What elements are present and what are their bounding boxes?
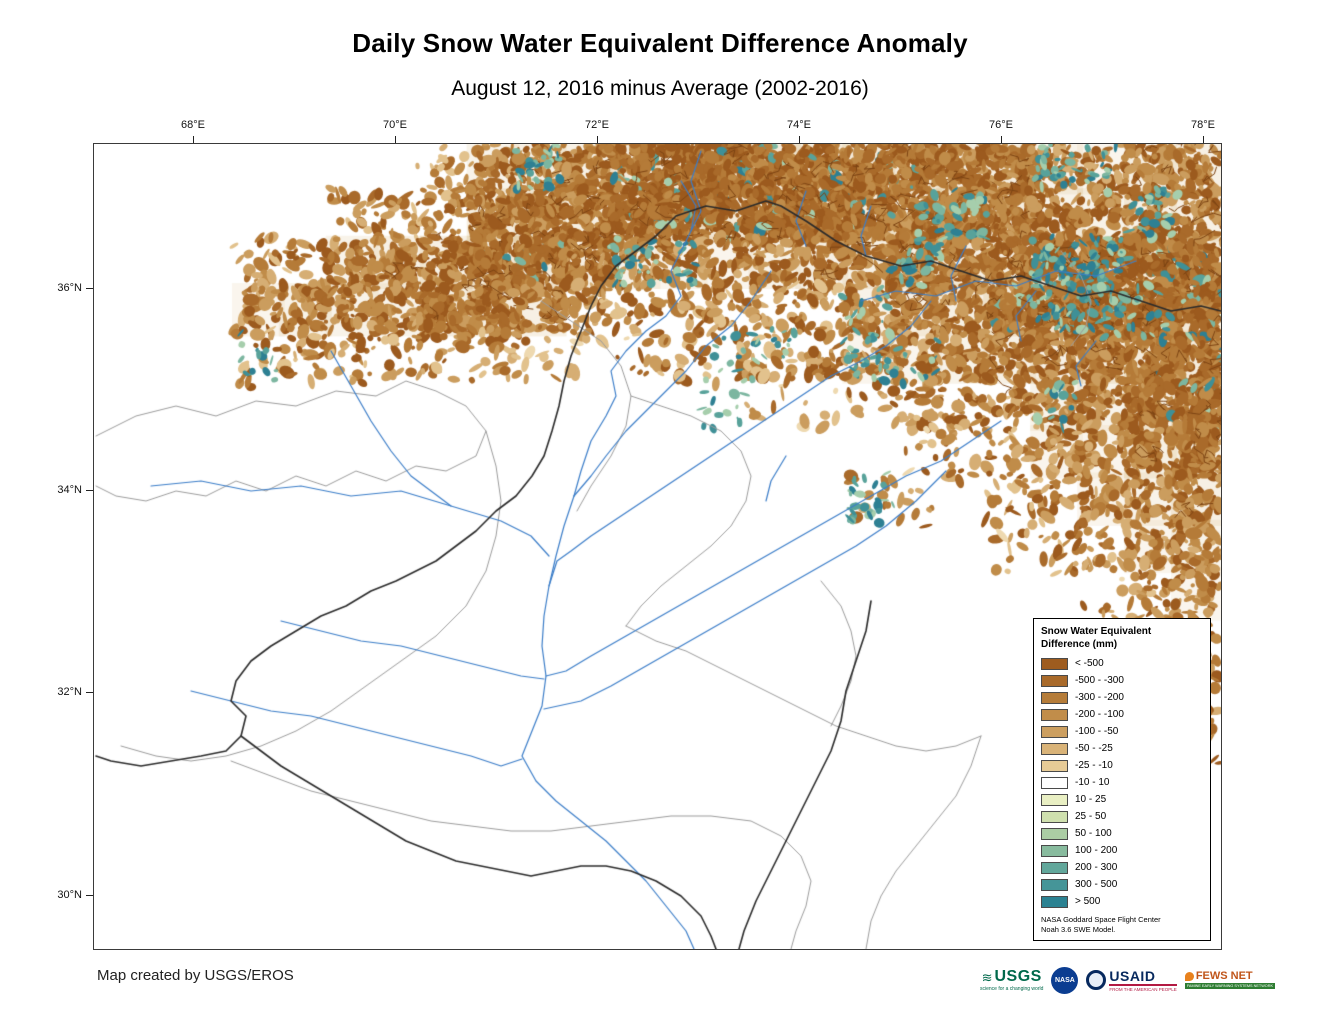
usgs-logo-main: ≋ USGS (982, 968, 1042, 986)
legend-label: 100 - 200 (1075, 845, 1118, 856)
usaid-logo-text: USAID (1109, 967, 1156, 984)
fewsnet-logo: FEWS NET FAMINE EARLY WARNING SYSTEMS NE… (1184, 970, 1276, 989)
page-title: Daily Snow Water Equivalent Difference A… (352, 28, 968, 58)
tick-mark (86, 288, 93, 289)
legend-swatch (1041, 810, 1068, 823)
y-tick-label: 32°N (57, 686, 82, 698)
nasa-logo: NASA (1051, 966, 1079, 994)
y-tick-label: 34°N (57, 484, 82, 496)
legend-entry: > 500 (1041, 893, 1203, 910)
tick-mark (799, 136, 800, 143)
legend-label: -25 - -10 (1075, 760, 1113, 771)
legend-entry: 25 - 50 (1041, 808, 1203, 825)
tick-mark (86, 692, 93, 693)
legend-swatch (1041, 793, 1068, 806)
tick-mark (86, 490, 93, 491)
fewsnet-logo-text: FEWS NET (1195, 970, 1253, 982)
legend-swatch (1041, 776, 1068, 789)
legend-label: -50 - -25 (1075, 743, 1113, 754)
legend-swatch (1041, 657, 1068, 670)
legend-note-line1: NASA Goddard Space Flight Center (1041, 915, 1161, 924)
usaid-emblem-icon (1086, 970, 1107, 990)
usgs-wave-icon: ≋ (981, 969, 993, 985)
legend-label: 300 - 500 (1075, 879, 1118, 890)
legend-label: 10 - 25 (1075, 794, 1107, 805)
legend-label: 50 - 100 (1075, 828, 1112, 839)
x-tick-label: 74°E (787, 119, 811, 131)
legend-label: > 500 (1075, 896, 1101, 907)
tick-mark (395, 136, 396, 143)
legend-label: -500 - -300 (1075, 675, 1124, 686)
fewsnet-tagline: FAMINE EARLY WARNING SYSTEMS NETWORK (1184, 983, 1276, 989)
legend-entry: -50 - -25 (1041, 740, 1203, 757)
legend-entry: -200 - -100 (1041, 706, 1203, 723)
x-tick-label: 78°E (1191, 119, 1215, 131)
legend-swatch (1041, 895, 1068, 908)
legend-entry: 100 - 200 (1041, 842, 1203, 859)
legend-label: 200 - 300 (1075, 862, 1118, 873)
usaid-logo-text-block: USAID FROM THE AMERICAN PEOPLE (1109, 967, 1177, 992)
legend-label: -100 - -50 (1075, 726, 1119, 737)
fewsnet-logo-main: FEWS NET (1184, 970, 1275, 982)
usgs-logo-text: USGS (994, 968, 1042, 985)
y-tick-label: 36°N (57, 282, 82, 294)
x-tick-label: 70°E (383, 119, 407, 131)
tick-mark (86, 895, 93, 896)
legend-swatch (1041, 725, 1068, 738)
legend-note: NASA Goddard Space Flight Center Noah 3.… (1041, 915, 1203, 935)
page-subtitle: August 12, 2016 minus Average (2002-2016… (451, 77, 869, 100)
legend-label: -200 - -100 (1075, 709, 1124, 720)
legend-entry: -100 - -50 (1041, 723, 1203, 740)
longitude-axis: 68°E 70°E 72°E 74°E 76°E 78°E (93, 119, 1222, 143)
legend-entry: 300 - 500 (1041, 876, 1203, 893)
legend-swatch (1041, 759, 1068, 772)
legend-note-line2: Noah 3.6 SWE Model. (1041, 925, 1116, 935)
nasa-logo-text: NASA (1054, 976, 1075, 984)
legend-swatch (1041, 674, 1068, 687)
legend-entry: -500 - -300 (1041, 672, 1203, 689)
tick-mark (1001, 136, 1002, 143)
legend-swatch (1041, 742, 1068, 755)
y-tick-label: 30°N (57, 889, 82, 901)
legend-swatch (1041, 691, 1068, 704)
legend-entry: -300 - -200 (1041, 689, 1203, 706)
x-tick-label: 76°E (989, 119, 1013, 131)
legend-swatch (1041, 878, 1068, 891)
legend-entry: 200 - 300 (1041, 859, 1203, 876)
legend-label: < -500 (1075, 658, 1104, 669)
logo-row: ≋ USGS science for a changing world NASA… (980, 958, 1276, 1002)
usaid-logo: USAID FROM THE AMERICAN PEOPLE (1086, 967, 1177, 992)
legend-title-line2: Difference (mm) (1041, 639, 1118, 650)
tick-mark (193, 136, 194, 143)
legend-title: Snow Water Equivalent Difference (mm) (1041, 625, 1203, 651)
usaid-tagline: FROM THE AMERICAN PEOPLE (1109, 983, 1177, 992)
x-tick-label: 72°E (585, 119, 609, 131)
legend-label: 25 - 50 (1075, 811, 1107, 822)
legend-title-line1: Snow Water Equivalent (1041, 626, 1152, 637)
legend-entry: 10 - 25 (1041, 791, 1203, 808)
latitude-axis: 36°N 34°N 32°N 30°N (48, 143, 93, 950)
legend-entries: < -500 -500 - -300 -300 - -200 -200 - -100 -… (1041, 655, 1203, 910)
legend-entry: -25 - -10 (1041, 757, 1203, 774)
legend-entry: < -500 (1041, 655, 1203, 672)
map-credit: Map created by USGS/EROS (97, 967, 294, 984)
usgs-logo: ≋ USGS science for a changing world (980, 968, 1043, 992)
map-frame: Snow Water Equivalent Difference (mm) < … (93, 143, 1222, 950)
legend-label: -300 - -200 (1075, 692, 1124, 703)
legend-label: -10 - 10 (1075, 777, 1110, 788)
legend-swatch (1041, 708, 1068, 721)
legend: Snow Water Equivalent Difference (mm) < … (1033, 618, 1211, 942)
x-tick-label: 68°E (181, 119, 205, 131)
legend-entry: -10 - 10 (1041, 774, 1203, 791)
tick-mark (597, 136, 598, 143)
legend-swatch (1041, 844, 1068, 857)
fewsnet-mark-icon (1184, 972, 1194, 981)
tick-mark (1203, 136, 1204, 143)
legend-swatch (1041, 861, 1068, 874)
legend-swatch (1041, 827, 1068, 840)
legend-entry: 50 - 100 (1041, 825, 1203, 842)
usgs-tagline: science for a changing world (980, 986, 1044, 992)
